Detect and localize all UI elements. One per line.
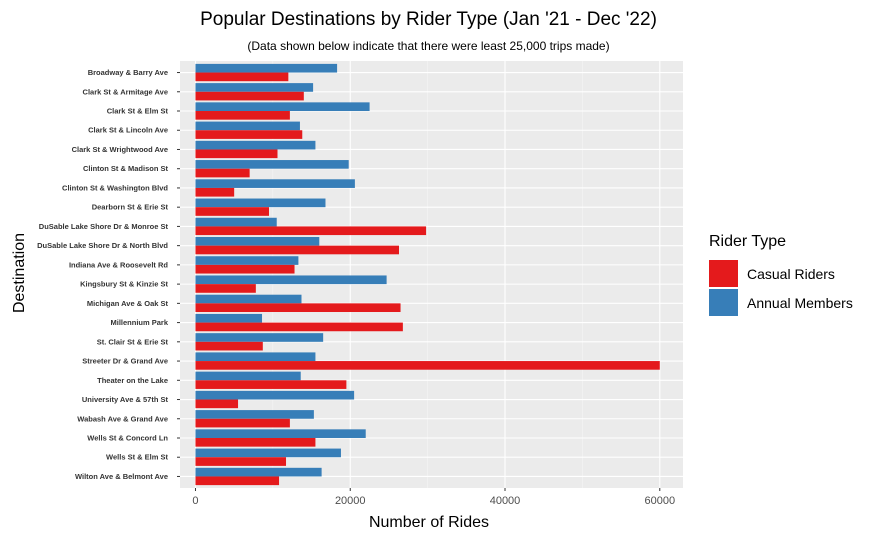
y-tick-label: DuSable Lake Shore Dr & Monroe St: [39, 222, 169, 231]
y-tick-label: Wabash Ave & Grand Ave: [77, 414, 168, 423]
bar-casual-riders: [195, 72, 289, 82]
bar-casual-riders: [195, 130, 303, 139]
x-tick-label: 0: [192, 495, 198, 507]
y-tick-label: Wells St & Elm St: [106, 453, 168, 462]
bar-casual-riders: [195, 437, 316, 447]
x-tick-label: 40000: [490, 495, 521, 507]
y-tick-label: Dearborn St & Erie St: [92, 203, 169, 212]
x-tick-label: 20000: [335, 495, 366, 507]
bar-annual-members: [195, 102, 370, 112]
x-axis-label: Number of Rides: [369, 514, 489, 531]
y-tick-label: St. Clair St & Erie St: [97, 337, 169, 346]
y-tick-label: Clark St & Lincoln Ave: [88, 126, 168, 135]
y-tick-label: Theater on the Lake: [97, 376, 168, 385]
bar-annual-members: [195, 352, 316, 362]
bar-annual-members: [195, 275, 387, 285]
x-tick-labels: 0 20000 40000 60000: [192, 488, 675, 507]
bar-annual-members: [195, 121, 300, 131]
bar-annual-members: [195, 390, 355, 400]
bar-annual-members: [195, 236, 320, 246]
bar-annual-members: [195, 410, 314, 419]
legend-item-casual: Casual Riders: [709, 259, 853, 288]
bar-casual-riders: [195, 264, 295, 274]
bar-annual-members: [195, 294, 302, 304]
bar-casual-riders: [195, 418, 290, 428]
bar-annual-members: [195, 83, 314, 92]
bar-casual-riders: [195, 168, 250, 178]
bars-group: [195, 63, 660, 486]
y-tick-label: Kingsbury St & Kinzie St: [80, 280, 168, 289]
y-tick-label: Broadway & Barry Ave: [88, 68, 168, 77]
bar-casual-riders: [195, 303, 401, 313]
bar-annual-members: [195, 179, 355, 188]
bar-annual-members: [195, 217, 277, 227]
bar-annual-members: [195, 429, 366, 438]
y-tick-label: Wells St & Concord Ln: [87, 433, 168, 442]
y-tick-label: Streeter Dr & Grand Ave: [82, 357, 168, 366]
bar-casual-riders: [195, 226, 427, 236]
legend-swatch-casual: [709, 260, 738, 287]
legend: Rider Type Casual Riders Annual Members: [709, 233, 853, 317]
chart-title: Popular Destinations by Rider Type (Jan …: [200, 9, 657, 30]
bar-casual-riders: [195, 284, 256, 293]
bar-casual-riders: [195, 457, 287, 466]
y-tick-label: DuSable Lake Shore Dr & North Blvd: [37, 241, 168, 250]
legend-swatch-annual: [709, 289, 738, 316]
y-tick-label: Michigan Ave & Oak St: [87, 299, 169, 308]
legend-label-casual: Casual Riders: [747, 265, 835, 282]
bar-annual-members: [195, 63, 338, 73]
bar-casual-riders: [195, 380, 347, 389]
y-axis-label: Destination: [11, 233, 28, 313]
legend-title: Rider Type: [709, 233, 787, 250]
bar-casual-riders: [195, 399, 239, 409]
bar-annual-members: [195, 313, 263, 323]
bar-annual-members: [195, 448, 341, 458]
bar-annual-members: [195, 160, 349, 169]
y-tick-label: Clark St & Armitage Ave: [83, 87, 168, 96]
bar-casual-riders: [195, 149, 278, 159]
bar-casual-riders: [195, 245, 399, 255]
y-tick-label: Clinton St & Madison St: [83, 164, 168, 173]
bar-casual-riders: [195, 187, 235, 197]
y-tick-label: Clinton St & Washington Blvd: [62, 183, 168, 192]
bar-annual-members: [195, 467, 322, 477]
bar-casual-riders: [195, 361, 660, 370]
bar-casual-riders: [195, 476, 280, 486]
y-tick-labels: Broadway & Barry Ave Clark St & Armitage …: [37, 68, 180, 481]
y-tick-label: Millennium Park: [110, 318, 168, 327]
bar-annual-members: [195, 140, 316, 150]
y-tick-label: Wilton Ave & Belmont Ave: [75, 472, 168, 481]
bar-casual-riders: [195, 207, 269, 216]
bar-casual-riders: [195, 322, 403, 332]
bar-casual-riders: [195, 91, 304, 101]
bar-annual-members: [195, 256, 299, 265]
chart-subtitle: (Data shown below indicate that there we…: [247, 39, 610, 53]
x-tick-label: 60000: [644, 495, 675, 507]
y-tick-label: Clark St & Elm St: [107, 107, 169, 116]
bar-annual-members: [195, 333, 324, 342]
y-tick-label: Indiana Ave & Roosevelt Rd: [69, 260, 168, 269]
bar-casual-riders: [195, 341, 263, 351]
y-tick-label: Clark St & Wrightwood Ave: [72, 145, 168, 154]
legend-label-annual: Annual Members: [747, 294, 853, 311]
bar-annual-members: [195, 198, 326, 208]
y-tick-label: University Ave & 57th St: [82, 395, 169, 404]
bar-casual-riders: [195, 111, 290, 120]
bar-annual-members: [195, 371, 301, 381]
legend-item-annual: Annual Members: [709, 288, 853, 317]
